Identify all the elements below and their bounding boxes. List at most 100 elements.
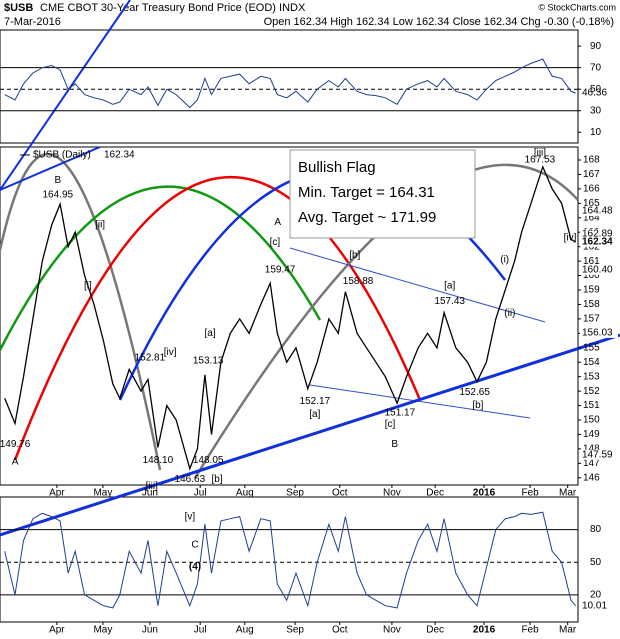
y-tick-label: 166 xyxy=(583,184,600,195)
value-tag: 162.89 xyxy=(582,228,613,239)
y-tick-label: 148 xyxy=(583,444,600,455)
stoch-panel xyxy=(0,496,579,623)
value-tag: 164.48 xyxy=(582,205,613,216)
y-tick-label: 153 xyxy=(583,371,600,382)
legend-value: 162.34 xyxy=(104,150,135,161)
y-tick-label: 162 xyxy=(583,241,600,252)
subtitle: CME CBOT 30-Year Treasury Bond Price (EO… xyxy=(40,2,306,14)
arc xyxy=(0,185,322,351)
annotation: 159.47 xyxy=(265,264,296,275)
y-tick-label: 160 xyxy=(583,270,600,281)
annotation: 164.95 xyxy=(43,189,74,200)
annotation: (ii) xyxy=(504,308,515,319)
support-line xyxy=(0,333,620,537)
annotation: [i] xyxy=(84,280,92,291)
x-tick-label: Sep xyxy=(286,488,304,499)
channel-line xyxy=(289,247,546,323)
y-tick-label: 149 xyxy=(583,429,600,440)
x-tick-label: May xyxy=(93,488,112,499)
y-tick-label: 158 xyxy=(583,299,600,310)
y-tick-label: 90 xyxy=(590,41,602,52)
stoch-line xyxy=(4,511,577,609)
ticker: $USB xyxy=(4,2,33,14)
y-tick-label: 154 xyxy=(583,357,600,368)
callout-line: Avg. Target ~ 171.99 xyxy=(298,209,436,226)
annotation: [iii] xyxy=(534,147,546,158)
annotation: [b] xyxy=(212,474,223,485)
y-tick-label: 168 xyxy=(583,155,600,166)
x-tick-label: 2016 xyxy=(473,625,496,636)
annotation: C xyxy=(191,540,198,551)
annotation: [b] xyxy=(349,250,360,261)
x-tick-label: Oct xyxy=(332,488,348,499)
x-tick-label: Jun xyxy=(142,488,158,499)
y-tick-label: 157 xyxy=(583,314,600,325)
annotation: B xyxy=(54,175,61,186)
channel-line xyxy=(309,384,531,419)
y-tick-label: 70 xyxy=(590,62,602,73)
y-tick-label: 167 xyxy=(583,169,600,180)
y-tick-label: 165 xyxy=(583,198,600,209)
value-tag: 162.34 xyxy=(582,236,613,247)
annotation: 148.05 xyxy=(193,455,224,466)
value-tag-bg xyxy=(580,228,618,239)
y-tick-label: 50 xyxy=(590,84,602,95)
y-tick-label: 147 xyxy=(583,458,600,469)
x-tick-label: Dec xyxy=(426,488,444,499)
x-tick-label: Aug xyxy=(236,488,254,499)
x-tick-label: Jun xyxy=(142,625,158,636)
callout-line: Bullish Flag xyxy=(298,159,376,176)
annotation: 148.10 xyxy=(143,455,174,466)
legend-label: $USB (Daily) xyxy=(33,150,91,161)
annotation: [a] xyxy=(444,280,455,291)
y-tick-label: 80 xyxy=(590,524,602,535)
x-tick-label: Feb xyxy=(521,488,539,499)
callout-box xyxy=(289,149,476,239)
value-tag-bg xyxy=(580,327,618,338)
annotation: [c] xyxy=(385,419,396,430)
x-tick-label: Jul xyxy=(194,488,207,499)
rsi-line xyxy=(4,58,576,109)
annotation: 152.17 xyxy=(300,396,331,407)
price-layer xyxy=(4,164,576,471)
x-tick-label: Feb xyxy=(521,625,539,636)
annotation: 146.63 xyxy=(175,474,206,485)
annotation: 153.13 xyxy=(193,355,224,366)
arc xyxy=(0,152,162,471)
x-tick-label: Nov xyxy=(383,488,401,499)
annotation: 152.65 xyxy=(459,387,490,398)
annotation: 152.81 xyxy=(135,353,166,364)
ohlc: Open 162.34 High 162.34 Low 162.34 Close… xyxy=(264,16,614,28)
x-tick-label: 2016 xyxy=(473,488,496,499)
x-tick-label: Aug xyxy=(236,625,254,636)
y-tick-label: 10 xyxy=(590,127,602,138)
value-tag: 147.59 xyxy=(582,449,613,460)
value-tag-bg xyxy=(580,264,618,275)
annotation: A xyxy=(274,217,281,228)
value-tag-bg xyxy=(580,205,618,216)
y-tick-label: 150 xyxy=(583,415,600,426)
annotation: 158.88 xyxy=(343,276,374,287)
annotation: 167.53 xyxy=(525,155,556,166)
x-tick-label: Nov xyxy=(383,625,401,636)
x-tick-label: May xyxy=(93,625,112,636)
annotation: [a] xyxy=(309,409,320,420)
annotation: [v] xyxy=(185,512,196,523)
x-tick-label: Apr xyxy=(49,488,65,499)
y-tick-label: 20 xyxy=(590,589,602,600)
value-tag-bg xyxy=(580,449,618,460)
credit: © StockCharts.com xyxy=(538,2,616,12)
annotation: [iii] xyxy=(146,481,158,492)
x-tick-label: Mar xyxy=(559,488,577,499)
y-tick-label: 161 xyxy=(583,256,600,267)
annotation: 149.76 xyxy=(0,439,31,450)
value-tag-bg xyxy=(580,236,618,247)
annotation: [iv] xyxy=(564,233,577,244)
rsi-panel xyxy=(0,29,579,144)
annotation: [c] xyxy=(270,237,281,248)
value-tag: 156.03 xyxy=(582,328,613,339)
annotation: [a] xyxy=(204,328,215,339)
stoch-value: 10.01 xyxy=(582,600,607,611)
price-panel xyxy=(0,146,579,486)
